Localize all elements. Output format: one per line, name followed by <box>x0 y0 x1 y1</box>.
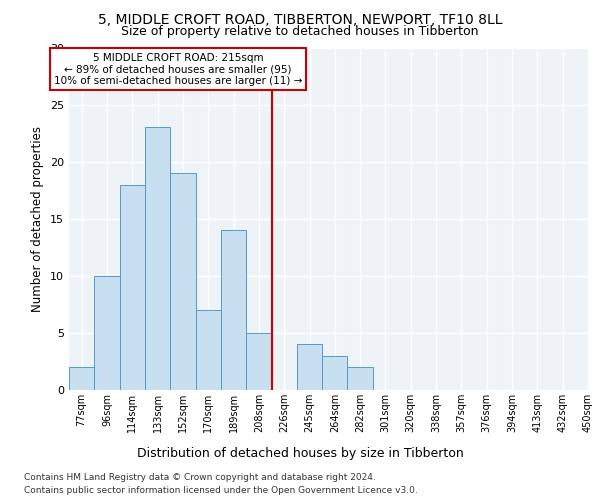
Text: Size of property relative to detached houses in Tibberton: Size of property relative to detached ho… <box>121 25 479 38</box>
Bar <box>94 276 119 390</box>
Bar <box>246 333 272 390</box>
Bar <box>221 230 246 390</box>
Text: Contains public sector information licensed under the Open Government Licence v3: Contains public sector information licen… <box>24 486 418 495</box>
Bar <box>145 128 170 390</box>
Y-axis label: Number of detached properties: Number of detached properties <box>31 126 44 312</box>
Bar <box>347 367 373 390</box>
Text: Contains HM Land Registry data © Crown copyright and database right 2024.: Contains HM Land Registry data © Crown c… <box>24 472 376 482</box>
Bar <box>322 356 347 390</box>
Text: 5 MIDDLE CROFT ROAD: 215sqm
← 89% of detached houses are smaller (95)
10% of sem: 5 MIDDLE CROFT ROAD: 215sqm ← 89% of det… <box>53 52 302 86</box>
Bar <box>119 184 145 390</box>
Bar <box>297 344 322 390</box>
Bar <box>69 367 94 390</box>
Text: 5, MIDDLE CROFT ROAD, TIBBERTON, NEWPORT, TF10 8LL: 5, MIDDLE CROFT ROAD, TIBBERTON, NEWPORT… <box>98 12 502 26</box>
Bar <box>196 310 221 390</box>
Bar <box>170 173 196 390</box>
Text: Distribution of detached houses by size in Tibberton: Distribution of detached houses by size … <box>137 448 463 460</box>
